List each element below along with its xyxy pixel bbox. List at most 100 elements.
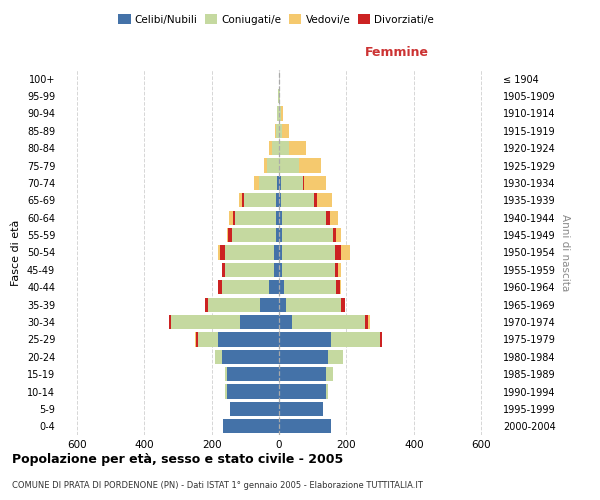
Bar — [279, 106, 281, 120]
Bar — [205, 298, 208, 312]
Bar — [279, 315, 292, 329]
Bar — [240, 315, 279, 329]
Bar — [279, 298, 286, 312]
Bar — [244, 193, 275, 208]
Bar — [317, 193, 332, 208]
Bar — [292, 315, 365, 329]
Text: Femmine: Femmine — [365, 46, 429, 59]
Bar — [218, 280, 222, 294]
Bar — [335, 246, 341, 260]
Bar — [274, 246, 279, 260]
Bar — [380, 332, 382, 346]
Bar — [279, 246, 283, 260]
Y-axis label: Fasce di età: Fasce di età — [11, 220, 21, 286]
Bar — [196, 332, 198, 346]
Bar — [259, 176, 277, 190]
Bar — [275, 124, 277, 138]
Bar — [260, 298, 279, 312]
Bar — [220, 246, 225, 260]
Bar — [284, 280, 336, 294]
Bar — [279, 124, 283, 138]
Bar — [281, 193, 314, 208]
Bar — [254, 176, 259, 190]
Bar — [222, 263, 225, 277]
Bar — [368, 315, 370, 329]
Bar — [223, 419, 279, 434]
Bar — [242, 193, 244, 208]
Bar — [227, 228, 229, 242]
Bar — [225, 246, 274, 260]
Bar — [341, 246, 350, 260]
Y-axis label: Anni di nascita: Anni di nascita — [560, 214, 569, 291]
Bar — [227, 384, 279, 398]
Bar — [279, 263, 283, 277]
Bar — [215, 350, 222, 364]
Bar — [277, 106, 279, 120]
Bar — [225, 367, 227, 382]
Legend: Celibi/Nubili, Coniugati/e, Vedovi/e, Divorziati/e: Celibi/Nubili, Coniugati/e, Vedovi/e, Di… — [114, 10, 438, 29]
Bar — [208, 298, 260, 312]
Bar — [286, 298, 341, 312]
Bar — [340, 280, 341, 294]
Bar — [281, 176, 302, 190]
Bar — [279, 332, 331, 346]
Bar — [333, 228, 336, 242]
Bar — [283, 124, 289, 138]
Bar — [279, 350, 328, 364]
Bar — [225, 384, 227, 398]
Text: Popolazione per età, sesso e stato civile - 2005: Popolazione per età, sesso e stato civil… — [12, 452, 343, 466]
Bar — [279, 158, 299, 172]
Bar — [233, 210, 235, 225]
Bar — [232, 228, 275, 242]
Bar — [222, 350, 279, 364]
Bar — [283, 246, 335, 260]
Bar — [277, 176, 279, 190]
Bar — [338, 263, 341, 277]
Bar — [281, 106, 283, 120]
Bar — [336, 228, 341, 242]
Bar — [279, 210, 283, 225]
Bar — [279, 419, 331, 434]
Bar — [328, 350, 343, 364]
Bar — [267, 158, 279, 172]
Bar — [326, 367, 333, 382]
Bar — [218, 332, 279, 346]
Bar — [275, 210, 279, 225]
Bar — [230, 402, 279, 416]
Bar — [336, 280, 340, 294]
Bar — [229, 210, 233, 225]
Bar — [279, 384, 326, 398]
Bar — [326, 210, 329, 225]
Bar — [275, 193, 279, 208]
Bar — [302, 176, 304, 190]
Bar — [225, 263, 274, 277]
Bar — [227, 367, 279, 382]
Bar — [195, 332, 196, 346]
Bar — [314, 193, 317, 208]
Text: COMUNE DI PRATA DI PORDENONE (PN) - Dati ISTAT 1° gennaio 2005 - Elaborazione TU: COMUNE DI PRATA DI PORDENONE (PN) - Dati… — [12, 480, 423, 490]
Bar — [274, 263, 279, 277]
Bar — [275, 228, 279, 242]
Bar — [269, 280, 279, 294]
Bar — [283, 210, 326, 225]
Bar — [278, 89, 279, 103]
Bar — [279, 367, 326, 382]
Bar — [218, 246, 220, 260]
Bar — [283, 228, 333, 242]
Bar — [365, 315, 368, 329]
Bar — [229, 228, 232, 242]
Bar — [269, 141, 272, 156]
Bar — [299, 158, 321, 172]
Bar — [169, 315, 171, 329]
Bar — [283, 263, 335, 277]
Bar — [279, 228, 283, 242]
Bar — [331, 332, 380, 346]
Bar — [279, 193, 281, 208]
Bar — [222, 280, 269, 294]
Bar — [277, 124, 279, 138]
Bar — [326, 384, 328, 398]
Bar — [239, 193, 242, 208]
Bar — [304, 176, 326, 190]
Bar — [279, 141, 289, 156]
Bar — [235, 210, 275, 225]
